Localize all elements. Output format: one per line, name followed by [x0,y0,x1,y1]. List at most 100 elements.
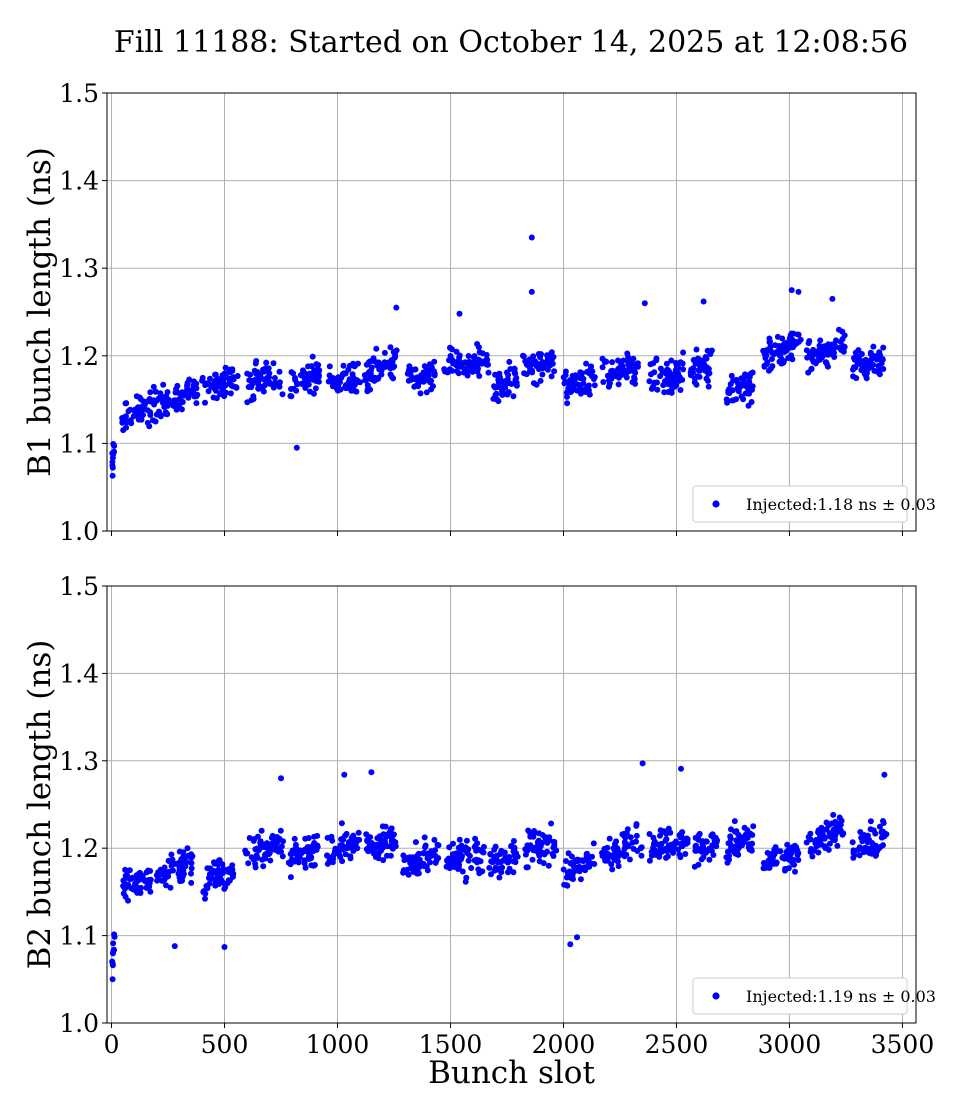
y-tick-label: 1.0 [59,517,99,546]
data-point [352,840,359,847]
data-point [646,378,653,385]
data-point [120,883,127,889]
data-point [199,374,206,381]
data-point [570,859,577,866]
data-point [410,860,417,867]
data-point [668,389,675,396]
data-point [510,838,517,844]
data-point [808,846,815,852]
data-point [234,373,241,379]
top-y-axis-label: B1 bunch length (ns) [22,147,58,477]
data-point [202,399,208,406]
data-point [315,369,322,376]
data-point [711,836,718,843]
data-point [763,361,770,367]
data-point [803,839,810,846]
data-point [551,368,558,375]
data-point [814,349,821,356]
data-point [650,383,656,390]
data-point [215,878,222,885]
data-point [209,867,216,874]
data-point [831,826,838,833]
data-point [693,381,700,388]
data-point [390,349,397,355]
data-point [410,868,417,875]
data-point [345,366,352,373]
data-point [541,359,548,366]
data-point [653,355,660,362]
data-point [382,823,389,830]
data-point [477,858,484,865]
data-point [852,349,859,356]
data-point [147,888,154,895]
data-point [204,885,211,892]
data-point [223,389,229,396]
data-point [431,836,438,843]
data-point [253,852,260,859]
data-point [483,352,490,358]
data-point [696,830,703,837]
data-point [350,846,357,853]
data-point [564,393,570,400]
data-point [263,359,270,366]
data-point [301,857,308,864]
data-point [599,851,606,858]
data-point [363,831,370,838]
data-point [621,839,628,846]
data-point [731,818,738,825]
data-point [250,856,257,863]
top-legend: Injected:1.18 ns ± 0.03 [692,485,936,523]
data-point [831,350,837,356]
data-point [446,860,453,867]
data-point [416,379,423,386]
data-point [164,873,171,880]
data-point [713,843,720,850]
data-point [876,349,883,356]
data-point [706,856,713,863]
data-point [502,858,509,864]
data-point [346,844,352,851]
data-point [670,849,677,856]
data-point [833,337,839,344]
data-point [577,369,584,376]
data-point [663,360,670,367]
data-point [741,839,748,845]
x-tick-label: 1000 [306,1030,370,1059]
data-point [381,349,388,356]
data-point [212,882,219,889]
data-point [421,372,428,379]
data-point [132,880,139,886]
bottom-ticks: 0 500 1000 1500 2000 2500 3000 3500 1.0 1.1 1.2 1.3… [59,572,934,1059]
data-point [484,356,491,363]
data-point [660,382,667,389]
data-point [279,853,286,860]
data-point [577,876,584,883]
data-point [456,362,463,369]
data-point [384,852,390,859]
data-point [370,355,377,362]
data-point [514,853,521,860]
data-point [449,346,455,353]
data-point [544,848,550,855]
data-point [302,864,309,871]
bottom-points [109,760,890,983]
data-point [492,392,499,398]
data-point [826,821,833,828]
data-point [567,874,574,881]
data-point [204,865,211,872]
data-point [692,848,699,854]
data-point [456,310,463,317]
data-point [735,851,742,858]
data-point [613,371,619,378]
data-point [355,829,362,836]
data-point [129,874,136,881]
data-point [727,835,734,842]
data-point [208,872,215,879]
data-point [405,367,412,374]
data-point [172,398,178,405]
data-point [523,371,530,378]
data-point [585,382,592,389]
data-point [529,845,536,851]
data-point [349,371,356,378]
data-point [491,383,498,390]
